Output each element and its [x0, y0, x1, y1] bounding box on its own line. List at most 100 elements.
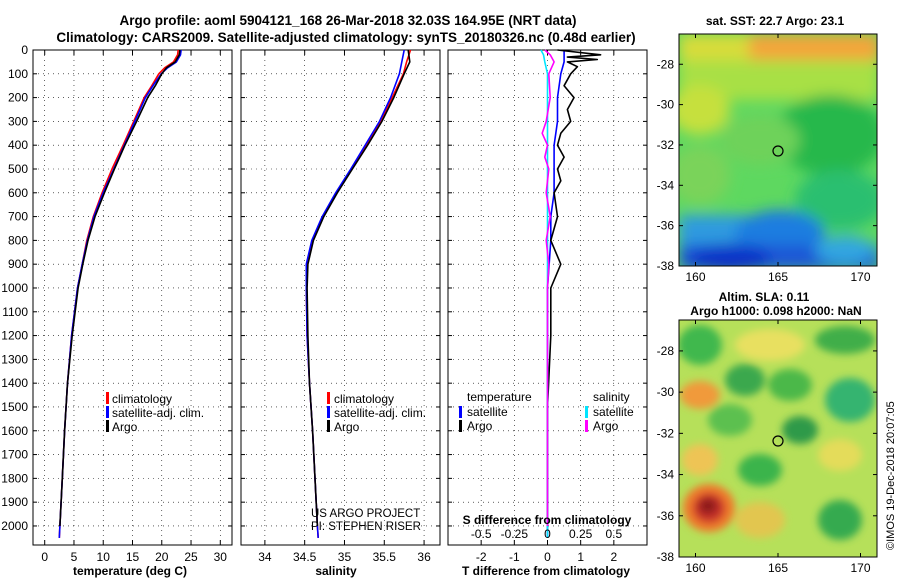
salinity-axis-label: salinity	[315, 564, 357, 578]
sst-map-image	[679, 34, 877, 266]
depth-tick-label: 2000	[1, 519, 28, 533]
depth-tick-label: 700	[8, 210, 28, 224]
legend-swatch-t-argo	[459, 420, 462, 432]
imos-watermark: ©IMOS 19-Dec-2018 20:07:05	[885, 401, 897, 550]
map-y-tick-label: -36	[657, 509, 675, 523]
x-tick-label: 34	[258, 550, 272, 564]
sst-map-title: sat. SST: 22.7 Argo: 23.1	[706, 14, 845, 28]
sla-float-marker	[772, 435, 784, 447]
map-y-tick-label: -30	[657, 385, 675, 399]
series-line-temperature-argo	[546, 49, 602, 526]
depth-tick-label: 1900	[1, 495, 28, 509]
depth-tick-label: 600	[8, 186, 28, 200]
salinity-legend: climatology satellite-adj. clim. Argo	[327, 392, 426, 434]
depth-tick-label: 0	[21, 43, 28, 57]
title-line-2: Climatology: CARS2009. Satellite-adjuste…	[56, 30, 635, 45]
s-difference-axis-label: S difference from climatology	[463, 513, 632, 527]
map-y-tick-label: -32	[657, 138, 675, 152]
legend-label: Argo	[593, 419, 619, 433]
legend-label: satellite-adj. clim.	[112, 406, 204, 420]
depth-tick-label: 1700	[1, 448, 28, 462]
depth-tick-label: 1400	[1, 376, 28, 390]
sla-map-title: Altim. SLA: 0.11	[719, 290, 810, 304]
map-x-tick-label: 170	[850, 270, 870, 284]
watermark: ©IMOS 19-Dec-2018 20:07:05	[885, 401, 897, 550]
depth-tick-label: 1600	[1, 424, 28, 438]
map-y-tick-label: -28	[657, 344, 675, 358]
legend-swatch-s-satellite	[585, 406, 588, 418]
x-tick-label: -2	[476, 550, 487, 564]
title-line-1: Argo profile: aoml 5904121_168 26-Mar-20…	[120, 13, 577, 28]
depth-tick-label: 200	[8, 91, 28, 105]
series-line-satellite-adj-clim-	[305, 49, 405, 538]
temperature-legend: climatology satellite-adj. clim. Argo	[106, 392, 204, 434]
legend-label: Argo	[334, 420, 360, 434]
temperature-axis-label: temperature (deg C)	[73, 564, 187, 578]
s-tick-label: 0.5	[605, 527, 622, 541]
map-y-tick-label: -30	[657, 98, 675, 112]
sst-float-marker	[772, 145, 784, 157]
legend-swatch-satellite	[106, 406, 109, 418]
x-tick-label: 20	[155, 550, 169, 564]
map-x-tick-label: 170	[850, 561, 870, 575]
depth-tick-label: 800	[8, 233, 28, 247]
depth-tick-label: 300	[8, 114, 28, 128]
sla-map-axes: 160 165 170 -28 -30 -32 -34 -36 -38	[657, 320, 877, 575]
series-line-argo	[59, 49, 181, 527]
depth-tick-label: 400	[8, 138, 28, 152]
depth-tick-label: 1500	[1, 400, 28, 414]
series-line-salinity-argo	[541, 49, 555, 526]
x-tick-label: 36	[417, 550, 431, 564]
legend-swatch-t-satellite	[459, 406, 462, 418]
x-tick-label: 35.5	[373, 550, 397, 564]
legend-label: Argo	[112, 420, 138, 434]
legend-swatch-argo	[106, 420, 109, 432]
x-tick-label: 15	[126, 550, 140, 564]
x-tick-label: 30	[214, 550, 228, 564]
t-difference-axis-label: T difference from climatology	[462, 564, 630, 578]
depth-tick-label: 100	[8, 67, 28, 81]
x-tick-label: 25	[184, 550, 198, 564]
series-line-salinity-satellite	[540, 49, 549, 538]
x-tick-label: 0	[544, 550, 551, 564]
depth-tick-label: 1100	[2, 305, 28, 319]
legend-label: Argo	[467, 419, 493, 433]
legend-title-salinity: salinity	[593, 390, 630, 404]
legend-label: climatology	[334, 392, 394, 406]
x-tick-label: 5	[71, 550, 78, 564]
legend-swatch-satellite	[327, 406, 330, 418]
profile-lines	[58, 49, 602, 538]
map-x-tick-label: 160	[685, 270, 705, 284]
depth-tick-label: 500	[8, 162, 28, 176]
x-tick-label: 35	[338, 550, 352, 564]
difference-legend: temperature satellite Argo salinity sate…	[459, 390, 634, 433]
x-tick-label: 34.5	[293, 550, 317, 564]
legend-label: satellite	[593, 405, 634, 419]
x-tick-label: 1	[577, 550, 584, 564]
legend-title-temperature: temperature	[467, 390, 532, 404]
s-tick-label: 0	[544, 527, 551, 541]
legend-swatch-s-argo	[585, 420, 588, 432]
depth-tick-label: 900	[8, 257, 28, 271]
x-tick-label: 10	[97, 550, 111, 564]
depth-tick-label: 1000	[1, 281, 28, 295]
legend-swatch-argo	[327, 420, 330, 432]
legend-label: satellite	[467, 405, 508, 419]
depth-tick-label: 1300	[1, 352, 28, 366]
s-tick-label: -0.25	[501, 527, 529, 541]
s-tick-label: 0.25	[569, 527, 593, 541]
s-difference-ticks: -0.5 -0.25 0 0.25 0.5	[471, 527, 623, 541]
depth-tick-label: 1200	[1, 329, 28, 343]
map-x-tick-label: 165	[768, 270, 788, 284]
sst-map-axes: 160 165 170 -28 -30 -32 -34 -36 -38	[657, 34, 877, 284]
credit-line-1: US ARGO PROJECT	[311, 508, 420, 520]
map-y-tick-label: -38	[657, 259, 675, 273]
series-line-climatology	[305, 49, 412, 538]
depth-axis: 0 100 200 300 400 500 600 700 800 900 1000 1100 1200…	[1, 43, 28, 533]
map-y-tick-label: -32	[657, 426, 675, 440]
credit-line-2: PI: STEPHEN RISER	[311, 521, 421, 533]
map-y-tick-label: -28	[657, 57, 675, 71]
map-x-tick-label: 165	[768, 561, 788, 575]
depth-tick-label: 1800	[1, 471, 28, 485]
